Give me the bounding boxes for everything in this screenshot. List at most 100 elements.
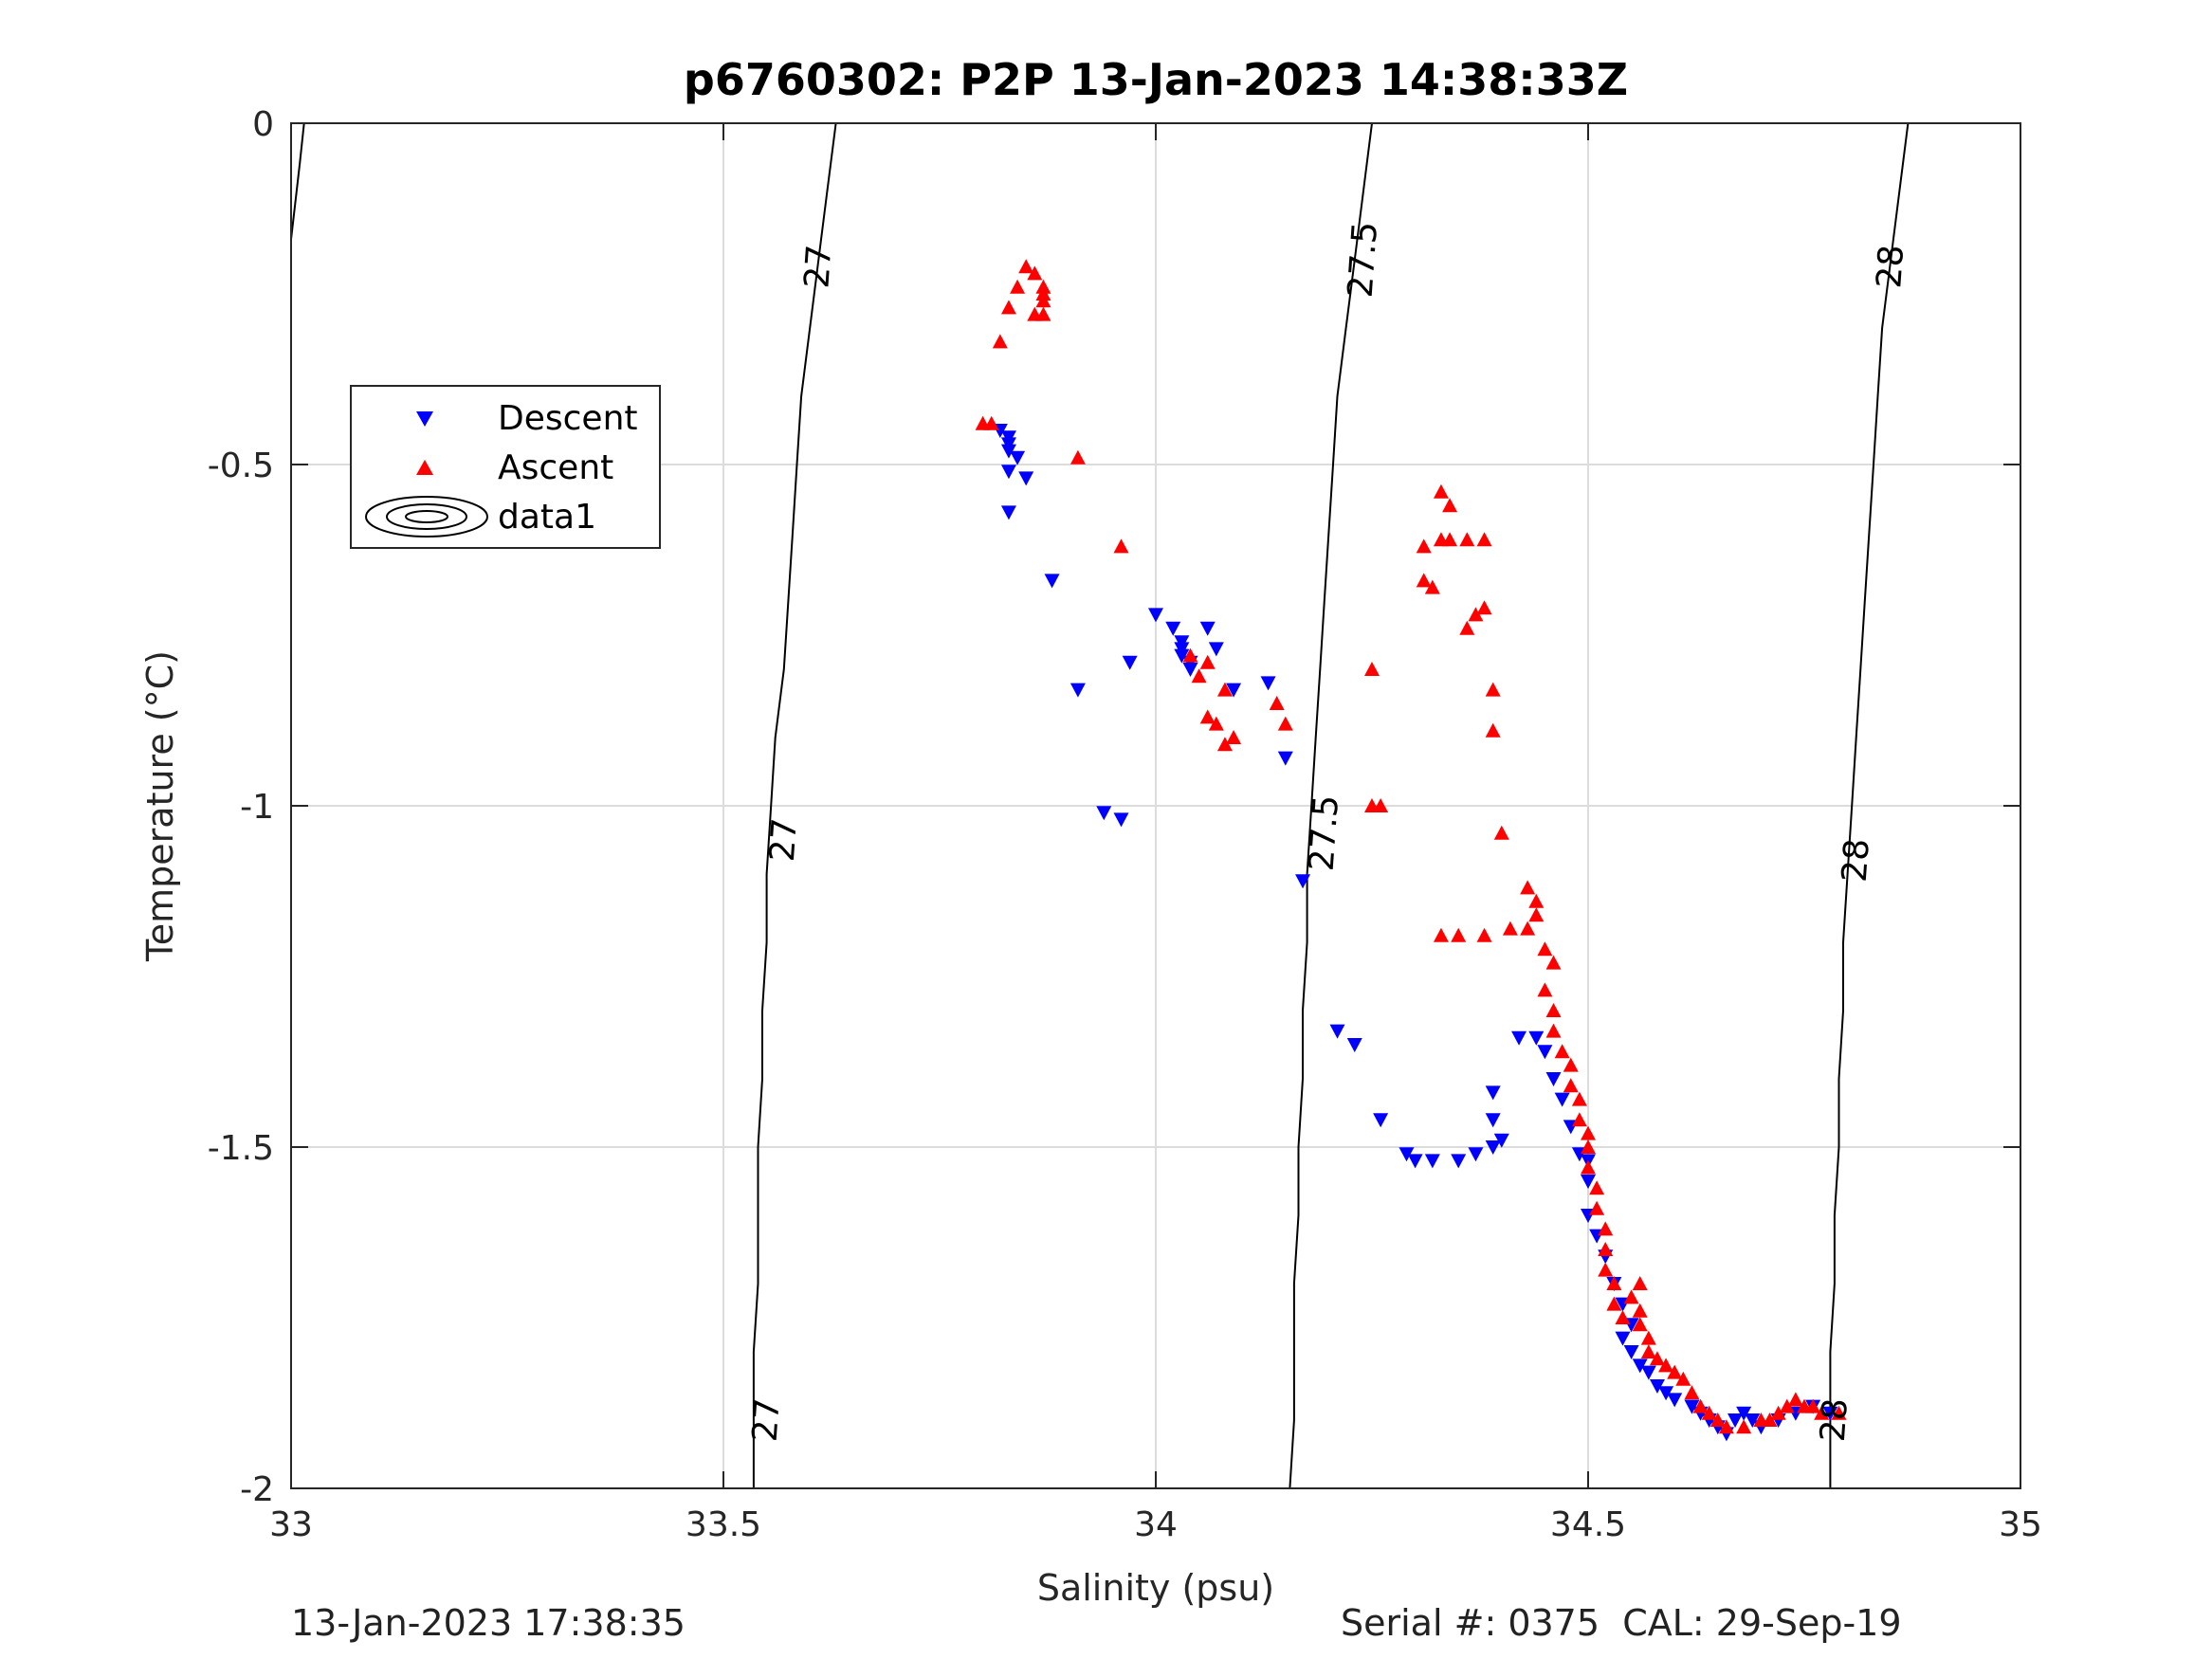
descent-point xyxy=(1148,608,1163,623)
contour-label: 27.5 xyxy=(1342,221,1385,300)
descent-point xyxy=(1736,1406,1752,1421)
ascent-point xyxy=(1571,1112,1587,1127)
ascent-point xyxy=(1113,538,1129,554)
ascent-point xyxy=(1814,1405,1830,1420)
legend-contour-icon xyxy=(365,496,488,538)
ascent-point xyxy=(1571,1091,1587,1106)
ascent-point xyxy=(1416,573,1432,588)
ascent-point xyxy=(1182,647,1198,663)
y-tick-label: 0 xyxy=(252,105,274,144)
ascent-point xyxy=(1528,907,1545,922)
ascent-point xyxy=(1035,293,1051,308)
contour-label: 28 xyxy=(1836,837,1877,884)
descent-point xyxy=(1649,1379,1665,1394)
ascent-point xyxy=(1502,921,1518,936)
x-tick-label: 33.5 xyxy=(686,1505,761,1544)
grid-lines xyxy=(291,123,2020,1488)
ascent-point xyxy=(1018,259,1034,274)
descent-point xyxy=(1069,683,1086,698)
descent-point xyxy=(1485,1113,1501,1128)
ascent-point xyxy=(1069,449,1086,465)
descent-point xyxy=(1018,471,1034,486)
ascent-point xyxy=(1787,1392,1803,1407)
ascent-point xyxy=(1027,265,1043,281)
ascent-point xyxy=(1606,1276,1622,1290)
chart-title: p6760302: P2P 13-Jan-2023 14:38:33Z xyxy=(684,54,1628,105)
footer-serial: Serial #: 0375 CAL: 29-Sep-19 xyxy=(1341,1602,1902,1644)
descent-point xyxy=(1485,1140,1501,1155)
y-axis-ticks: -2 -1.5 -1 -0.5 0 xyxy=(208,105,2020,1509)
descent-point xyxy=(1165,621,1181,636)
legend-ascent-label: Ascent xyxy=(498,448,613,487)
ascent-point xyxy=(983,415,999,430)
contour-labels: 27 27 27 27.5 27.5 28 28 28 xyxy=(746,221,1912,1444)
legend-data1-label: data1 xyxy=(498,498,596,537)
y-tick-label: -1 xyxy=(240,788,274,827)
descent-point xyxy=(1493,1133,1509,1148)
x-axis-label: Salinity (psu) xyxy=(1037,1567,1274,1609)
ascent-point xyxy=(1831,1405,1847,1420)
descent-point xyxy=(1122,655,1138,670)
ascent-point xyxy=(1191,668,1207,684)
ascent-point xyxy=(1468,607,1484,622)
ascent-point xyxy=(1779,1398,1795,1413)
descent-point xyxy=(1329,1024,1345,1039)
ascent-point xyxy=(1373,798,1389,812)
ascent-point xyxy=(1770,1405,1786,1420)
ascent-point xyxy=(1545,1023,1562,1038)
contour-label: 27.5 xyxy=(1303,793,1346,872)
density-contour-line xyxy=(1289,122,1373,1489)
descent-point xyxy=(1208,642,1224,657)
descent-point xyxy=(1640,1365,1656,1380)
ascent-point xyxy=(1442,532,1458,547)
ascent-point xyxy=(1632,1303,1648,1318)
descent-point xyxy=(1822,1406,1838,1421)
ascent-point xyxy=(1493,825,1509,840)
descent-point xyxy=(1398,1147,1415,1162)
ascent-point xyxy=(1563,1078,1579,1093)
ascent-point xyxy=(1459,532,1475,547)
contour-label: 28 xyxy=(1870,244,1911,290)
descent-point xyxy=(1745,1413,1761,1428)
descent-point xyxy=(1295,874,1311,889)
ascent-point xyxy=(1520,921,1536,936)
descent-point xyxy=(1632,1358,1648,1374)
descent-point xyxy=(1728,1413,1744,1428)
ascent-point xyxy=(1632,1317,1648,1332)
ascent-point xyxy=(1684,1385,1700,1400)
ascent-point xyxy=(992,334,1008,349)
ascent-point xyxy=(1226,730,1242,744)
density-contour-line xyxy=(1829,122,1910,1488)
descent-point xyxy=(1554,1092,1570,1107)
ascent-point xyxy=(1199,654,1216,669)
descent-point xyxy=(1226,683,1242,698)
descent-point xyxy=(1174,648,1190,664)
ascent-point xyxy=(1476,532,1492,547)
ascent-point xyxy=(1563,1057,1579,1072)
descent-point xyxy=(1424,1154,1440,1169)
descent-point xyxy=(1044,574,1060,589)
ascent-point xyxy=(1537,941,1553,957)
ascent-point xyxy=(1269,696,1285,710)
ascent-point xyxy=(1027,306,1043,321)
density-contour-line xyxy=(290,122,305,240)
x-axis-ticks: 33 33.5 34 34.5 35 xyxy=(269,123,2042,1544)
ascent-point xyxy=(1199,709,1216,724)
ascent-point xyxy=(1485,682,1501,697)
ascent-point xyxy=(1762,1413,1778,1427)
ascent-point xyxy=(1528,893,1545,908)
x-tick-label: 34.5 xyxy=(1550,1505,1626,1544)
ascent-point xyxy=(1709,1413,1726,1427)
ascent-point xyxy=(1537,982,1553,997)
density-contour-line xyxy=(752,122,837,1488)
descent-point xyxy=(1096,806,1112,821)
descent-point xyxy=(1010,450,1026,465)
x-tick-label: 35 xyxy=(1999,1505,2042,1544)
footer-timestamp: 13-Jan-2023 17:38:35 xyxy=(291,1602,686,1644)
ascent-point xyxy=(1632,1276,1648,1290)
ascent-point xyxy=(1589,1180,1605,1195)
ascent-point xyxy=(1520,880,1536,895)
ascent-point xyxy=(1581,1159,1596,1175)
ascent-point xyxy=(1598,1262,1614,1277)
